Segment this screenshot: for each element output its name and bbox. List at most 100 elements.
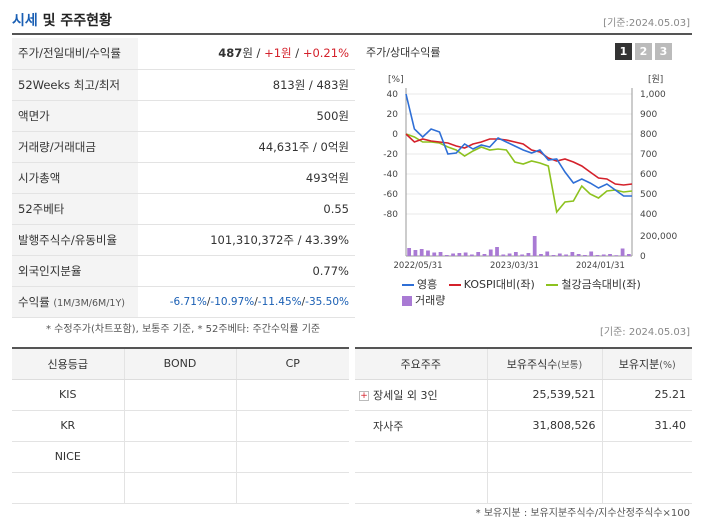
volume-bar (495, 247, 499, 256)
stat-value: -6.71%/-10.97%/-11.45%/-35.50% (138, 286, 355, 318)
table-row: KIS (12, 379, 349, 411)
volume-bar (526, 253, 531, 256)
stat-label: 주가/전일대비/수익률 (12, 38, 138, 70)
table-row: 자사주 31,808,526 31.40 (355, 410, 692, 442)
holder-name: 자사주 (355, 410, 487, 442)
y-left-tick-label: 40 (387, 90, 399, 100)
volume-bar (513, 252, 518, 256)
stat-label: 시가총액 (12, 162, 138, 194)
volume-bar (595, 255, 600, 256)
expand-plus-icon[interactable]: + (359, 390, 369, 401)
stat-value: 101,310,372주 / 43.39% (138, 224, 355, 256)
table-row (355, 472, 692, 504)
y-right-tick-label: 500 (640, 190, 657, 200)
volume-tick-label: 0 (640, 252, 646, 262)
y-right-tick-label: 900 (640, 110, 657, 120)
y-right-tick-label: 1,000 (640, 90, 666, 100)
stat-value: 0.77% (138, 255, 355, 287)
volume-bar (426, 250, 430, 256)
volume-bar (626, 254, 631, 256)
stat-row-price: 주가/전일대비/수익률 487원 / +1원 / +0.21% (12, 38, 355, 70)
table-cell: KIS (12, 379, 124, 411)
volume-bar (507, 253, 512, 256)
stat-value: 500원 (138, 100, 355, 132)
volume-bar (463, 252, 468, 256)
table-cell (235, 410, 349, 442)
stat-row-volume: 거래량/거래대금 44,631주 / 0억원 (12, 131, 355, 163)
chart-tab-3[interactable]: 3 (655, 43, 672, 60)
volume-bar (589, 251, 594, 256)
volume-bar (438, 252, 443, 256)
volume-bar (614, 255, 619, 256)
table-cell (123, 472, 236, 504)
x-tick-label: 2022/05/31 (394, 261, 443, 271)
volume-bar (532, 236, 537, 256)
volume-bar (419, 249, 424, 256)
volume-bar (451, 253, 455, 256)
stat-row-beta: 52주베타 0.55 (12, 193, 355, 225)
stat-row-52weeks: 52Weeks 최고/최저 813원 / 483원 (12, 69, 355, 101)
y-left-tick-label: -60 (383, 190, 398, 200)
table-cell (235, 379, 349, 411)
volume-bar (457, 253, 462, 256)
stat-value: 487원 / +1원 / +0.21% (138, 38, 355, 70)
table-row (355, 441, 692, 473)
stat-value: 813원 / 483원 (138, 69, 355, 101)
col-header: 신용등급 (12, 347, 124, 380)
volume-bar (482, 254, 487, 256)
section-title: 시세 및 주주현황 (12, 13, 112, 29)
volume-bar (488, 249, 493, 256)
volume-bar (539, 254, 543, 256)
stat-label: 액면가 (12, 100, 138, 132)
x-tick-label: 2024/01/31 (576, 261, 625, 271)
y-left-tick-label: 0 (392, 130, 398, 140)
legend-item-stock: 영흥 (402, 276, 437, 292)
stat-row-foreign: 외국인지분율 0.77% (12, 255, 355, 287)
table-row: NICE (12, 441, 349, 473)
series-line (405, 93, 632, 197)
y-left-tick-label: -40 (383, 170, 398, 180)
table-cell (123, 441, 236, 473)
shareholders-table: 주요주주 보유주식수(보통) 보유지분(%) + 장세일 외 3인 25,539,… (355, 347, 692, 504)
holder-name[interactable]: + 장세일 외 3인 (355, 379, 487, 411)
price-stats-table: 주가/전일대비/수익률 487원 / +1원 / +0.21% 52Weeks … (12, 38, 355, 318)
holder-shares: 25,539,521 (486, 379, 602, 411)
col-header: 보유주식수(보통) (486, 347, 602, 380)
stat-label: 수익률 (1M/3M/6M/1Y) (12, 286, 138, 318)
x-tick-label: 2023/03/31 (490, 261, 539, 271)
stat-row-returns: 수익률 (1M/3M/6M/1Y) -6.71%/-10.97%/-11.45%… (12, 286, 355, 318)
holder-pct: 25.21 (601, 379, 692, 411)
volume-bar (564, 254, 568, 256)
stat-label: 52주베타 (12, 193, 138, 225)
y-right-tick-label: 400 (640, 210, 657, 220)
volume-bar (570, 252, 575, 256)
stat-label: 발행주식수/유동비율 (12, 224, 138, 256)
y-left-tick-label: -80 (383, 210, 398, 220)
y-right-unit: [원] (648, 74, 663, 85)
volume-bar (470, 254, 474, 256)
volume-bar (583, 255, 587, 256)
chart-tab-1[interactable]: 1 (615, 43, 632, 60)
table-row (12, 472, 349, 504)
table-row: + 장세일 외 3인 25,539,521 25.21 (355, 379, 692, 411)
base-date-secondary: [기준: 2024.05.03] (599, 327, 690, 338)
table-cell (235, 441, 349, 473)
stat-value: 44,631주 / 0억원 (138, 131, 355, 163)
chart-tab-2[interactable]: 2 (635, 43, 652, 60)
table-cell (12, 472, 124, 504)
volume-bar (501, 254, 506, 256)
y-left-tick-label: 20 (387, 110, 399, 120)
holdings-footnote: * 보유지분 : 보유지분주식수/지수산정주식수×100 (475, 508, 690, 519)
stat-value: 493억원 (138, 162, 355, 194)
stat-label: 외국인지분율 (12, 255, 138, 287)
y-left-unit: [%] (388, 75, 404, 85)
stat-row-par: 액면가 500원 (12, 100, 355, 132)
y-left-tick-label: -20 (383, 150, 398, 160)
y-right-tick-label: 700 (640, 150, 657, 160)
stat-label: 거래량/거래대금 (12, 131, 138, 163)
y-right-tick-label: 800 (640, 130, 657, 140)
credit-rating-table: 신용등급 BOND CP KIS KR NICE (12, 347, 349, 504)
volume-bar (520, 254, 525, 256)
stat-row-mcap: 시가총액 493억원 (12, 162, 355, 194)
chart-legend: 영흥 KOSPI대비(좌) 철강금속대비(좌) 거래량 (402, 276, 702, 308)
